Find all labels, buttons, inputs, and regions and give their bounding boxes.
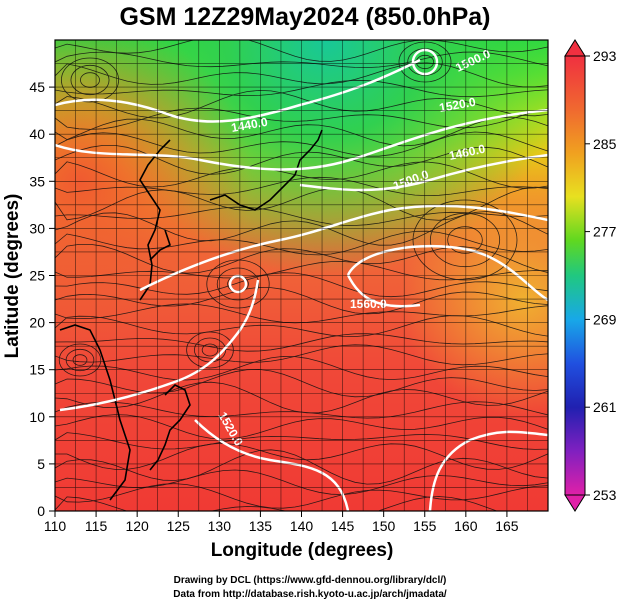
colorbar-top-arrow [564, 39, 586, 57]
coastline-china [139, 139, 171, 301]
colorbar-tick-label: 285 [593, 136, 617, 152]
gridlines [55, 40, 548, 511]
contour-1520-north [299, 153, 548, 192]
streamline [55, 62, 548, 88]
circulation-streamline [65, 348, 95, 372]
y-tick-label: 10 [29, 409, 45, 425]
coastline-korea-hint [149, 229, 171, 261]
x-tick-label: 135 [249, 518, 273, 534]
y-axis-label: Latitude (degrees) [2, 194, 23, 359]
x-tick-label: 140 [290, 518, 314, 534]
credit-dcl: Drawing by DCL (https://www.gfd-dennou.o… [174, 575, 447, 586]
x-axis-ticks: 110 115 120 125 130 135 140 145 150 155 160 165 [44, 511, 519, 534]
streamline [55, 161, 548, 189]
colorbar-scale [564, 55, 586, 496]
streamline [55, 286, 548, 315]
x-tick-label: 165 [495, 518, 519, 534]
x-tick-label: 155 [413, 518, 437, 534]
streamline [55, 368, 548, 398]
contour-1560 [346, 244, 548, 308]
y-tick-label: 0 [37, 503, 45, 519]
y-tick-label: 40 [29, 126, 45, 142]
streamline [55, 176, 548, 197]
streamline [55, 51, 548, 69]
contour-1500-north [55, 108, 548, 171]
streamline [55, 107, 548, 130]
y-tick-label: 30 [29, 220, 45, 236]
plot-area: 1440.0 1500.0 1520.0 1560.0 1520.0 1460.… [55, 40, 548, 511]
circulation-streamline [447, 226, 483, 254]
x-axis-label: Longitude (degrees) [211, 540, 394, 561]
streamline [55, 355, 548, 381]
colorbar-tick-label: 293 [593, 48, 617, 64]
y-tick-label: 45 [29, 79, 45, 95]
streamline [55, 116, 548, 147]
streamline [55, 131, 548, 157]
streamline [55, 79, 548, 98]
circulation-streamline [70, 64, 110, 96]
streamline [55, 442, 548, 470]
circulation-streamline [201, 343, 219, 357]
streamline [55, 401, 548, 419]
x-tick-label: 125 [167, 518, 191, 534]
y-axis-ticks: 0 5 10 15 20 25 30 35 40 45 [29, 79, 55, 519]
colorbar-tick-label: 269 [593, 311, 617, 327]
streamline [55, 344, 548, 366]
streamline [55, 272, 548, 298]
height-contours [55, 48, 548, 511]
x-tick-label: 130 [208, 518, 232, 534]
y-tick-label: 35 [29, 173, 45, 189]
y-tick-label: 20 [29, 315, 45, 331]
x-tick-label: 115 [85, 518, 108, 534]
colorbar-tick-label: 261 [593, 399, 617, 415]
contour-1440 [55, 58, 421, 123]
y-tick-label: 25 [29, 268, 45, 284]
streamline [55, 230, 548, 256]
streamline [55, 496, 498, 511]
contour-southeast [428, 430, 548, 511]
streamline [55, 211, 548, 246]
streamline [55, 315, 548, 338]
circulation-streamline [206, 259, 270, 309]
chart-title: GSM 12Z29May2024 (850.0hPa) [119, 3, 490, 31]
colorbar: 293 285 277 269 261 253 [564, 39, 617, 512]
streamlines [55, 40, 548, 511]
circulation-streamline [429, 212, 501, 268]
circulation-streamline [216, 267, 260, 301]
contour-label: 1520.0 [438, 95, 477, 115]
coastline-japan [209, 129, 323, 211]
circulation-streamline [412, 199, 518, 281]
contour-1520-mid [139, 204, 548, 292]
colorbar-bottom-arrow [564, 494, 586, 512]
x-tick-label: 160 [454, 518, 478, 534]
contour-label: 1560.0 [350, 297, 387, 311]
streamline [55, 40, 548, 62]
typhoon-center-contour [228, 274, 248, 294]
x-tick-label: 150 [372, 518, 396, 534]
streamline [55, 333, 548, 352]
colorbar-tick-label: 277 [593, 224, 617, 240]
streamline [55, 89, 548, 119]
circulation-streamline [186, 331, 234, 369]
streamline [55, 483, 548, 509]
streamline [55, 244, 548, 274]
colorbar-ticks: 293 285 277 269 261 253 [585, 48, 617, 503]
y-tick-label: 5 [37, 456, 45, 472]
coastline-indochina [59, 324, 131, 501]
streamline [55, 261, 548, 281]
credit-data-source: Data from http://database.rish.kyoto-u.a… [173, 589, 447, 600]
contour-south-loop [194, 419, 350, 511]
circulation-streamline [61, 57, 120, 103]
circulation-streamline [58, 343, 102, 377]
y-tick-label: 15 [29, 362, 45, 378]
circulation-streamline [72, 354, 88, 366]
streamline [55, 186, 548, 221]
x-tick-label: 110 [44, 518, 67, 534]
contour-1520-south [59, 279, 260, 412]
streamline [55, 449, 548, 485]
x-tick-label: 145 [331, 518, 355, 534]
x-tick-label: 120 [125, 518, 149, 534]
colorbar-tick-label: 253 [593, 487, 617, 503]
